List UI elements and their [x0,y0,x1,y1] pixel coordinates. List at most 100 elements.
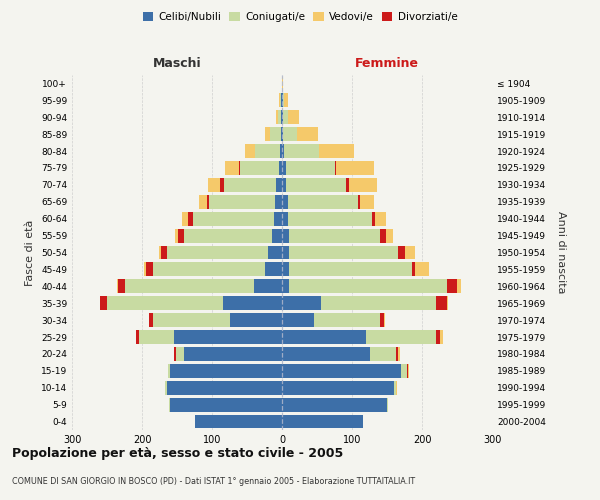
Bar [446,280,457,293]
Bar [199,195,207,208]
Bar [396,381,397,394]
Bar [335,161,336,175]
Bar [360,195,374,208]
Bar [286,178,346,192]
Bar [284,144,319,158]
Bar [152,262,265,276]
Bar [161,246,167,260]
Bar [281,127,282,141]
Bar [254,280,282,293]
Bar [336,161,374,175]
Bar [152,313,229,327]
Y-axis label: Fasce di età: Fasce di età [25,220,35,286]
Bar [167,381,282,394]
Bar [168,364,170,378]
Bar [282,381,394,394]
Bar [366,330,436,344]
Bar [282,313,314,327]
Bar [412,262,415,276]
Bar [270,127,281,141]
Bar [118,280,125,293]
Bar [220,178,224,192]
Bar [159,246,161,260]
Bar [169,398,170,411]
Bar [298,127,319,141]
Bar [287,195,358,208]
Bar [282,296,320,310]
Bar [282,398,387,411]
Bar [245,144,256,158]
Bar [280,144,282,158]
Bar [280,94,281,108]
Bar [283,127,298,141]
Bar [398,246,404,260]
Bar [281,110,282,124]
Bar [282,246,289,260]
Bar [282,127,283,141]
Bar [224,178,277,192]
Bar [289,280,446,293]
Bar [229,313,282,327]
Bar [284,94,287,108]
Bar [282,195,287,208]
Bar [371,212,375,226]
Bar [149,313,152,327]
Bar [175,228,178,242]
Bar [387,398,388,411]
Bar [188,212,193,226]
Bar [278,110,281,124]
Bar [383,313,385,327]
Bar [265,127,270,141]
Bar [380,228,386,242]
Bar [380,313,383,327]
Bar [282,144,284,158]
Bar [275,195,282,208]
Bar [439,330,443,344]
Bar [100,296,107,310]
Bar [289,110,299,124]
Bar [319,144,354,158]
Bar [404,246,415,260]
Bar [320,296,436,310]
Bar [193,212,274,226]
Bar [240,161,278,175]
Bar [170,398,282,411]
Bar [136,330,139,344]
Bar [401,364,407,378]
Bar [274,212,282,226]
Text: COMUNE DI SAN GIORGIO IN BOSCO (PD) - Dati ISTAT 1° gennaio 2005 - Elaborazione : COMUNE DI SAN GIORGIO IN BOSCO (PD) - Da… [12,476,415,486]
Bar [289,246,398,260]
Bar [278,161,282,175]
Bar [398,347,400,361]
Bar [194,414,282,428]
Bar [436,330,439,344]
Bar [174,347,176,361]
Text: Popolazione per età, sesso e stato civile - 2005: Popolazione per età, sesso e stato civil… [12,448,343,460]
Bar [415,262,429,276]
Bar [314,313,380,327]
Bar [165,381,167,394]
Bar [282,228,289,242]
Bar [289,228,380,242]
Bar [182,212,187,226]
Bar [184,228,271,242]
Bar [223,296,282,310]
Text: Maschi: Maschi [152,57,202,70]
Bar [282,262,289,276]
Bar [289,262,412,276]
Bar [170,364,282,378]
Bar [176,347,184,361]
Bar [287,212,371,226]
Bar [207,195,209,208]
Bar [375,212,386,226]
Bar [277,178,282,192]
Bar [283,94,284,108]
Bar [224,161,239,175]
Bar [208,178,220,192]
Bar [282,178,286,192]
Bar [370,347,396,361]
Bar [117,280,118,293]
Bar [271,228,282,242]
Bar [276,110,278,124]
Bar [282,94,283,108]
